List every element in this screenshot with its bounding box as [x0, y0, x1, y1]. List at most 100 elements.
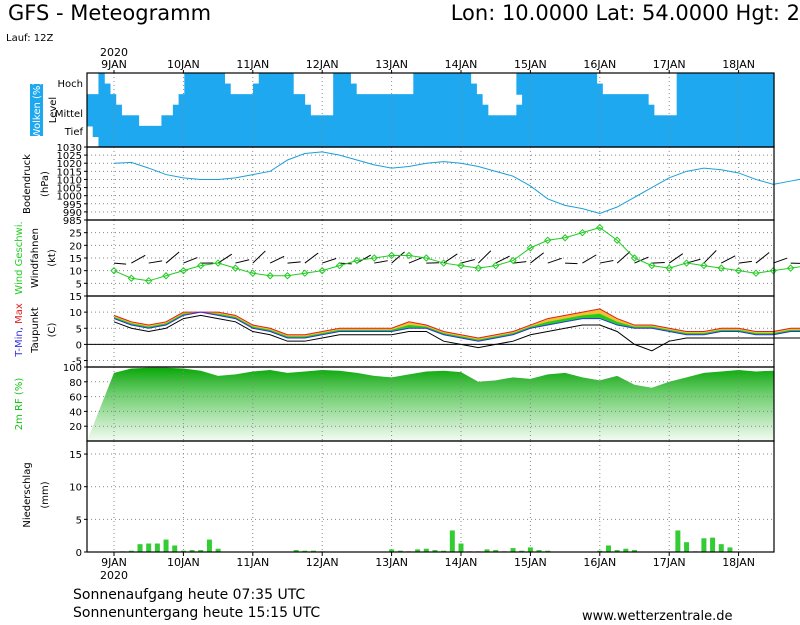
cloud-cell [373, 125, 380, 138]
bottom-year-label: 2020 [100, 569, 128, 582]
cloud-cell [630, 136, 638, 148]
cloud-cell [693, 94, 701, 106]
cloud-cell [384, 115, 392, 127]
cloud-cell [716, 136, 724, 148]
cloud-cell [688, 104, 695, 116]
cloud-cell [333, 73, 340, 85]
cloud-cell [207, 73, 214, 85]
wind-speed-point [197, 261, 205, 270]
precipitation-bar [527, 547, 533, 552]
cloud-cell [247, 125, 254, 138]
cloud-cell [396, 125, 403, 138]
wind-speed-point [786, 264, 795, 272]
cloud-cell [728, 94, 735, 106]
cloud-cell [367, 104, 374, 116]
precipitation-tick-label: 5 [76, 515, 82, 526]
precipitation-bar [545, 550, 551, 552]
cloud-cell [722, 136, 729, 148]
pressure-unit-label: (hPa) [40, 171, 51, 197]
cloud-cell [195, 136, 203, 148]
cloud-cell [218, 83, 225, 95]
precipitation-bar [484, 549, 490, 552]
model-run-label: Lauf: 12Z [6, 33, 54, 44]
precipitation-bar [441, 550, 447, 552]
cloud-cell [321, 115, 329, 127]
wind-speed-point [613, 236, 621, 244]
wind-unit-label: (kt) [47, 249, 58, 267]
precipitation-bar [389, 549, 395, 552]
pressure-axis-label: Bodendruck [22, 154, 33, 214]
cloud-cell [693, 136, 701, 148]
cloud-cell [275, 83, 283, 95]
cloud-cell [762, 94, 769, 106]
cloud-cell [401, 104, 409, 116]
precipitation-bar [198, 550, 204, 552]
wind-speed-point [544, 236, 552, 244]
precipitation-bar [172, 545, 178, 552]
cloud-cell [602, 125, 609, 138]
cloud-cell [459, 94, 466, 106]
wind-speed-point [162, 272, 170, 280]
cloud-cell [235, 115, 243, 127]
cloud-cell [184, 94, 191, 106]
precipitation-bar [215, 548, 221, 552]
chart-title: GFS - Meteogramm [8, 1, 212, 25]
cloud-cell [298, 104, 306, 116]
cloud-cell [607, 125, 615, 138]
cloud-cell [212, 83, 220, 95]
bottom-date-label: 11JAN [236, 556, 269, 569]
cloud-cell [688, 136, 695, 148]
cloud-cell [573, 125, 580, 138]
bottom-date-label: 12JAN [306, 556, 339, 569]
cloud-cell [545, 104, 552, 116]
cloud-cell [230, 136, 237, 148]
cloud-cell [367, 94, 374, 106]
wind-speed-point [648, 261, 656, 270]
cloud-cell [476, 104, 483, 116]
cloud-cell [281, 94, 288, 106]
wind-barb [252, 250, 266, 264]
cloud-cell [573, 83, 580, 95]
cloud-cell [464, 73, 472, 85]
cloud-cell [384, 94, 392, 106]
cloud-cell [327, 136, 334, 148]
cloud-cell [567, 94, 575, 106]
wind-barb [322, 258, 337, 264]
cloud-cell [316, 136, 323, 148]
cloud-cell [230, 104, 237, 116]
precipitation-bar [727, 547, 733, 552]
precipitation-bar [146, 543, 152, 552]
cloud-cell [424, 125, 432, 138]
cloud-cell [699, 83, 706, 95]
wind-speed-point [752, 269, 760, 277]
cloud-cell [178, 136, 185, 148]
wind-axis-label: Wind Geschwi. [14, 221, 25, 294]
cloud-cell [195, 73, 203, 85]
cloud-cell [670, 136, 678, 148]
humidity-tick-label: 40 [69, 407, 82, 418]
cloud-cell [298, 136, 306, 148]
cloud-cell [545, 125, 552, 138]
cloud-cell [470, 115, 477, 127]
cloud-cell [533, 104, 540, 116]
cloud-cell [224, 136, 231, 148]
precipitation-bar [128, 550, 134, 552]
cloud-cell [413, 115, 420, 127]
cloud-cell [516, 136, 523, 148]
panel-border [86, 440, 775, 553]
cloud-cell [287, 94, 294, 106]
cloud-cell [573, 94, 580, 106]
cloud-cell [533, 125, 540, 138]
cloud-cell [138, 136, 145, 148]
cloud-cell [293, 115, 300, 127]
precipitation-bar [623, 548, 629, 552]
wind-barb [477, 250, 492, 264]
cloud-cell [350, 104, 357, 116]
cloud-cell [682, 136, 689, 148]
cloud-cell [190, 125, 197, 138]
pressure-line [113, 151, 800, 215]
cloud-cell [270, 125, 277, 138]
cloud-cell [218, 115, 225, 127]
top-date-label: 15JAN [514, 58, 547, 71]
cloud-cell [648, 104, 655, 116]
